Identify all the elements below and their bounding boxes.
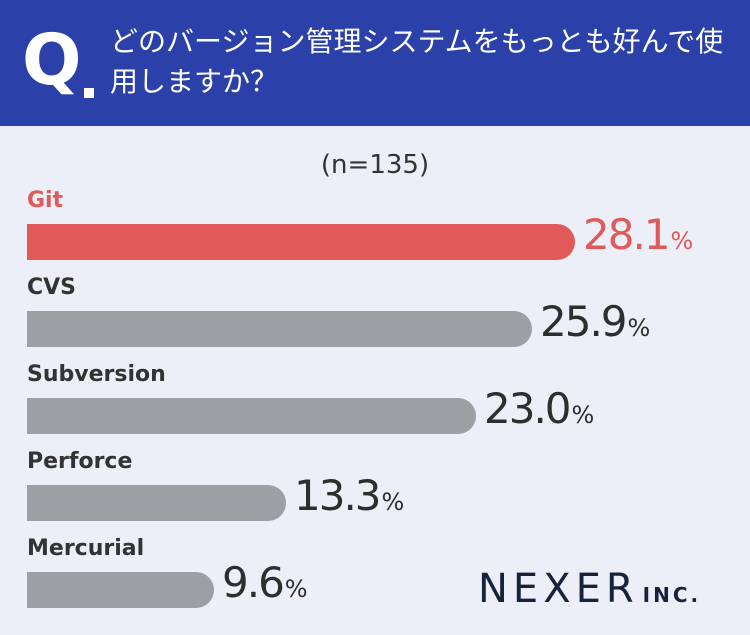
value-label: 23.0%: [484, 384, 594, 433]
logo-sub: INC.: [642, 583, 702, 607]
value-number: 25.9: [540, 297, 628, 346]
bar: [27, 398, 476, 434]
value-number: 28.1: [583, 210, 671, 259]
bar: [27, 572, 214, 608]
question-header: Q どのバージョン管理システムをもっとも好んで使用しますか？: [0, 0, 750, 126]
value-unit: %: [284, 575, 308, 603]
category-label: Git: [27, 188, 64, 213]
value-label: 28.1%: [583, 210, 693, 259]
value-unit: %: [670, 227, 694, 255]
category-label: Perforce: [27, 449, 133, 474]
nexer-logo: NEXER INC.: [478, 566, 701, 612]
value-unit: %: [381, 488, 405, 516]
bar: [27, 311, 532, 347]
sample-size: (n=135): [320, 150, 430, 180]
value-label: 13.3%: [294, 471, 404, 520]
bar: [27, 485, 286, 521]
q-mark: Q: [22, 19, 82, 101]
category-label: Subversion: [27, 362, 166, 387]
category-label: Mercurial: [27, 536, 145, 561]
category-label: CVS: [27, 275, 77, 300]
bar: [27, 224, 575, 260]
value-number: 13.3: [294, 471, 382, 520]
value-number: 9.6: [222, 558, 285, 607]
value-unit: %: [571, 401, 595, 429]
value-unit: %: [627, 314, 651, 342]
value-label: 25.9%: [540, 297, 650, 346]
value-label: 9.6%: [222, 558, 308, 607]
q-dot: [84, 88, 94, 98]
value-number: 23.0: [484, 384, 572, 433]
question-text: どのバージョン管理システムをもっとも好んで使用しますか？: [110, 25, 724, 98]
logo-main: NEXER: [478, 566, 639, 612]
